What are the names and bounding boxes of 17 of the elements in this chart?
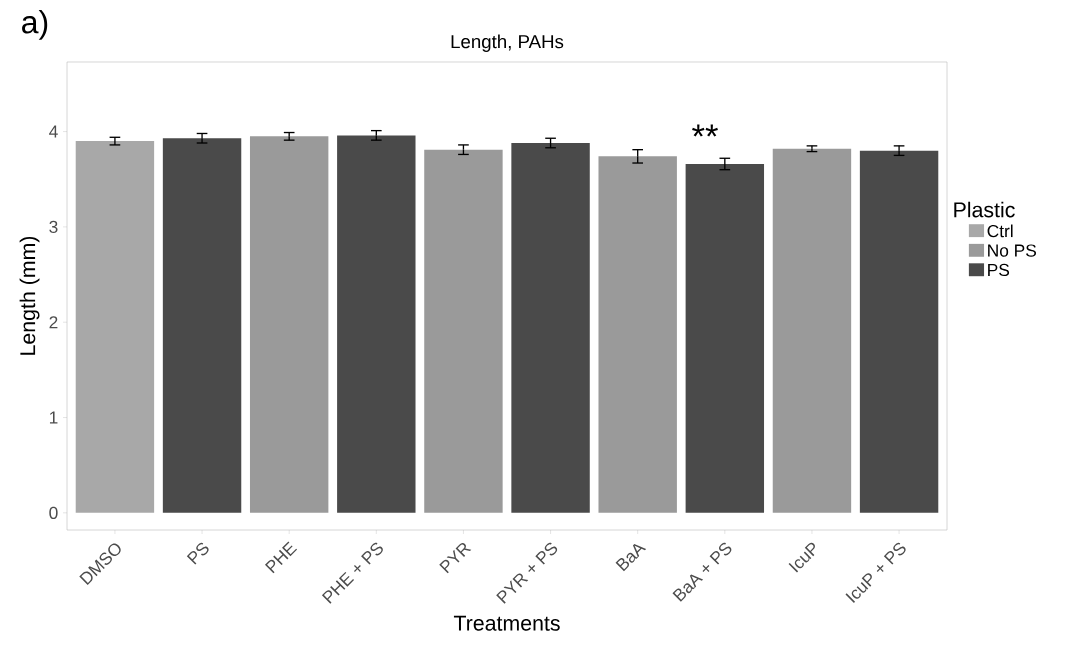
legend-label: PS	[988, 263, 1010, 277]
legend-label: No PS	[988, 244, 1036, 257]
annotation: **	[692, 124, 718, 137]
y-tick-label: 1	[49, 411, 58, 424]
y-tick-label: 2	[49, 316, 58, 329]
text: a)	[22, 10, 48, 40]
x-axis-title: Treatments	[453, 615, 560, 631]
y-axis-title: Length (mm)	[19, 236, 40, 355]
x-tick-label: PS	[186, 542, 209, 565]
legend-label: Ctrl	[987, 224, 1013, 238]
x-tick-label: BaA + PS	[672, 542, 732, 602]
x-tick-label: BaA	[615, 544, 647, 572]
legend-title: Plastic	[954, 201, 1015, 218]
y-tick-label: 3	[49, 220, 58, 234]
chart-title: Length, PAHs	[451, 34, 564, 52]
y-tick-label: 4	[49, 125, 58, 138]
y-tick-label: 0	[49, 506, 58, 519]
